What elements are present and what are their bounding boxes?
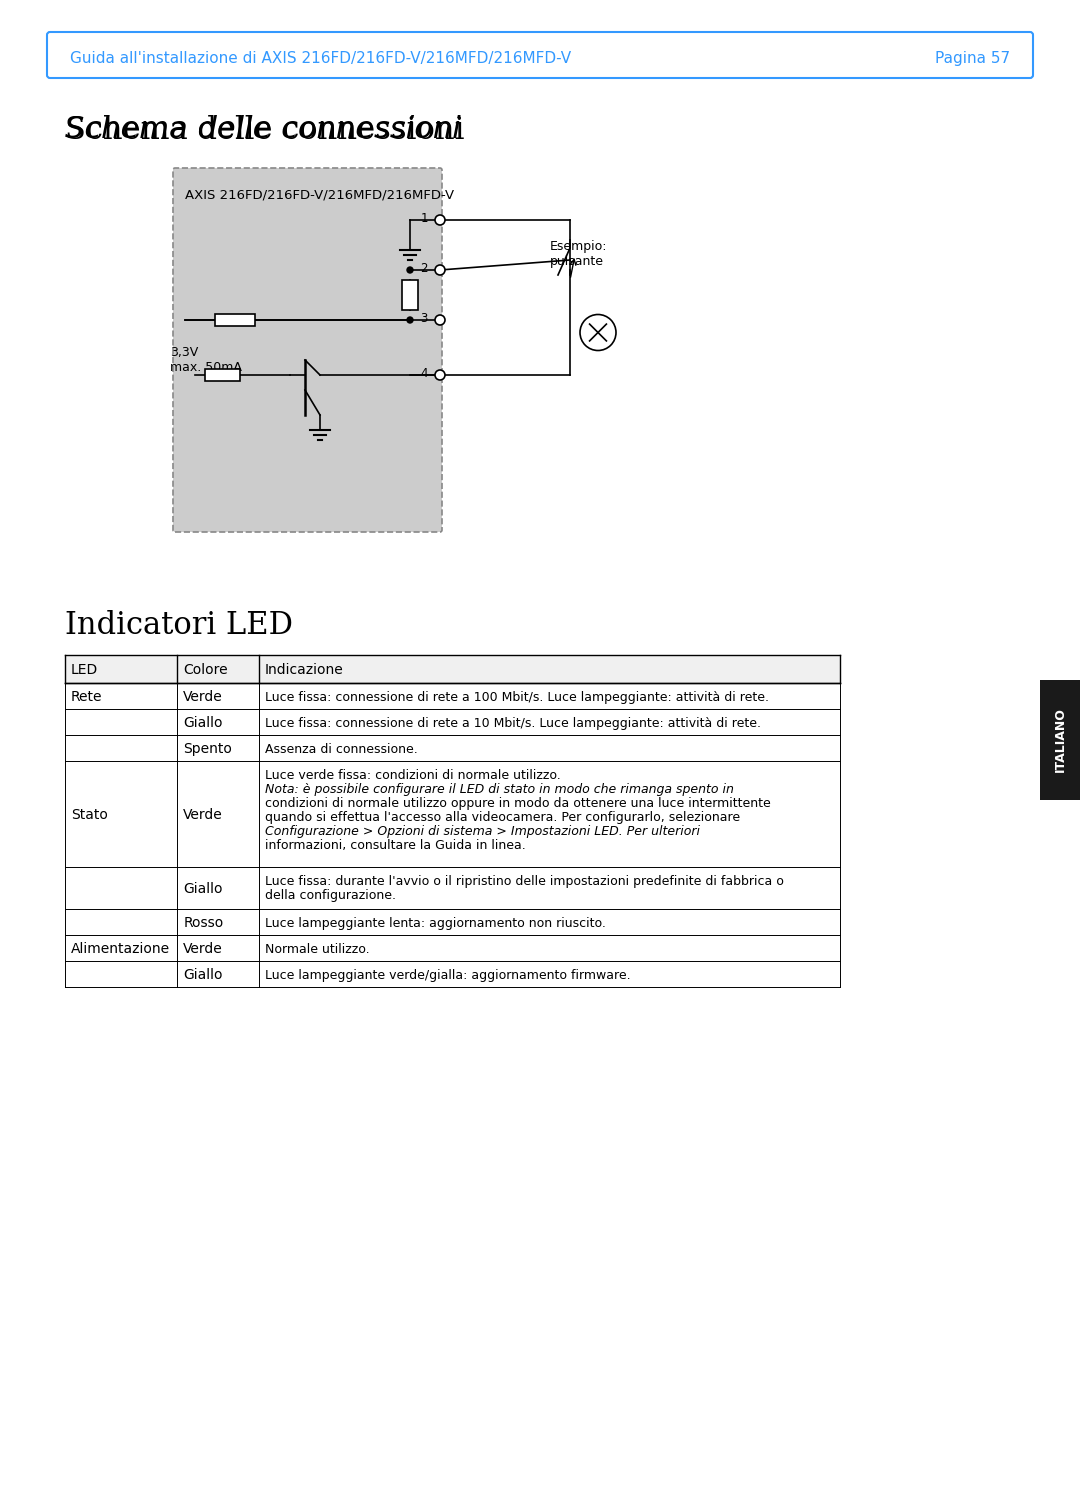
Text: Indicazione: Indicazione — [265, 662, 343, 677]
FancyBboxPatch shape — [48, 32, 1032, 79]
Text: Verde: Verde — [184, 807, 224, 823]
Text: condizioni di normale utilizzo oppure in modo da ottenere una luce intermittente: condizioni di normale utilizzo oppure in… — [265, 797, 770, 810]
Text: Luce fissa: connessione di rete a 10 Mbit/s. Luce lampeggiante: attività di rete: Luce fissa: connessione di rete a 10 Mbi… — [265, 717, 760, 730]
Text: Indicatori LED: Indicatori LED — [65, 609, 293, 641]
Bar — [1040, 680, 1080, 800]
Bar — [65, 709, 840, 735]
Text: della configurazione.: della configurazione. — [265, 889, 395, 903]
Text: Luce lampeggiante lenta: aggiornamento non riuscito.: Luce lampeggiante lenta: aggiornamento n… — [265, 916, 606, 930]
Text: Giallo: Giallo — [184, 717, 222, 730]
Text: Normale utilizzo.: Normale utilizzo. — [265, 943, 369, 956]
Circle shape — [580, 314, 616, 351]
Text: AXIS 216FD/216FD-V/216MFD/216MFD-V: AXIS 216FD/216FD-V/216MFD/216MFD-V — [185, 187, 454, 201]
Text: Guida all'installazione di AXIS 216FD/216FD-V/216MFD/216MFD-V: Guida all'installazione di AXIS 216FD/21… — [70, 50, 571, 65]
Text: Alimentazione: Alimentazione — [71, 942, 171, 956]
Text: 3: 3 — [420, 311, 428, 325]
Text: Luce lampeggiante verde/gialla: aggiornamento firmware.: Luce lampeggiante verde/gialla: aggiorna… — [265, 969, 631, 981]
FancyBboxPatch shape — [173, 168, 442, 532]
Text: Verde: Verde — [184, 942, 224, 956]
Bar — [65, 909, 840, 934]
Text: informazioni, consultare la Guida in linea.: informazioni, consultare la Guida in lin… — [265, 839, 526, 851]
Text: Configurazione > Opzioni di sistema > Impostazioni LED. Per ulteriori: Configurazione > Opzioni di sistema > Im… — [265, 826, 700, 838]
Bar — [402, 280, 418, 310]
Text: Stato: Stato — [71, 807, 108, 823]
Bar — [65, 866, 840, 909]
Text: Assenza di connessione.: Assenza di connessione. — [265, 742, 418, 756]
Text: Schema delle connessioni: Schema delle connessioni — [65, 115, 464, 147]
Bar — [215, 314, 255, 327]
Circle shape — [407, 318, 413, 324]
Text: 2: 2 — [420, 262, 428, 275]
Text: Luce fissa: durante l'avvio o il ripristino delle impostazioni predefinite di fa: Luce fissa: durante l'avvio o il riprist… — [265, 875, 784, 888]
Text: 3,3V
max. 50mA: 3,3V max. 50mA — [170, 346, 242, 373]
Text: Luce fissa: connessione di rete a 100 Mbit/s. Luce lampeggiante: attività di ret: Luce fissa: connessione di rete a 100 Mb… — [265, 691, 769, 705]
Circle shape — [435, 314, 445, 325]
Text: Luce verde fissa: condizioni di normale utilizzo.: Luce verde fissa: condizioni di normale … — [265, 770, 561, 782]
Text: Giallo: Giallo — [184, 881, 222, 897]
Text: Esempio:
pulsante: Esempio: pulsante — [550, 240, 607, 268]
Text: Nota: è possibile configurare il LED di stato in modo che rimanga spento in: Nota: è possibile configurare il LED di … — [265, 783, 733, 795]
Bar — [65, 934, 840, 962]
Bar — [65, 655, 840, 683]
Text: ITALIANO: ITALIANO — [1053, 708, 1067, 773]
Text: LED: LED — [71, 662, 98, 677]
Text: Verde: Verde — [184, 689, 224, 705]
Bar — [205, 369, 240, 381]
Bar — [65, 683, 840, 709]
Bar — [65, 761, 840, 866]
Text: 4: 4 — [420, 367, 428, 380]
Text: Giallo: Giallo — [184, 968, 222, 981]
Text: Spento: Spento — [184, 742, 232, 756]
Text: Rosso: Rosso — [184, 916, 224, 930]
Bar — [65, 962, 840, 987]
Circle shape — [407, 268, 413, 274]
Circle shape — [435, 265, 445, 275]
Text: Rete: Rete — [71, 689, 103, 705]
Text: Pagina 57: Pagina 57 — [935, 50, 1010, 65]
Text: Schema delle connessioni: Schema delle connessioni — [65, 115, 461, 144]
Text: 1: 1 — [420, 212, 428, 225]
Text: Colore: Colore — [184, 662, 228, 677]
Circle shape — [435, 370, 445, 380]
Circle shape — [435, 215, 445, 225]
Text: quando si effettua l'accesso alla videocamera. Per configurarlo, selezionare: quando si effettua l'accesso alla videoc… — [265, 810, 740, 824]
Bar — [65, 735, 840, 761]
